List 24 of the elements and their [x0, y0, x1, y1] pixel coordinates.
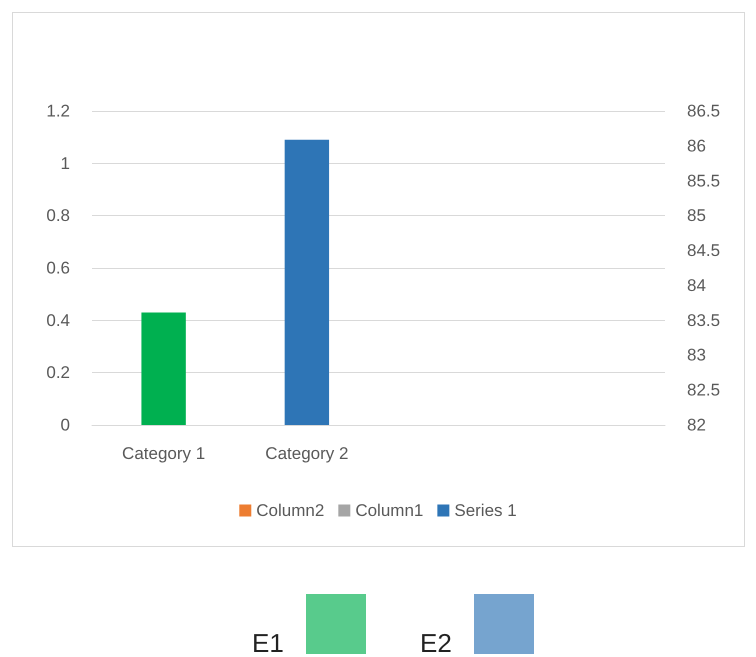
- y-tick-label: 0.4: [46, 310, 70, 330]
- text: E1: [252, 628, 284, 657]
- y2-tick-label: 86.5: [687, 102, 720, 120]
- y2-tick-label: 83.5: [687, 310, 720, 330]
- y2-tick-label: 86: [687, 136, 706, 156]
- y2-tick-label: 85.5: [687, 171, 720, 190]
- legend-label: Series 1: [454, 501, 517, 520]
- y-tick-label: 0.6: [46, 258, 70, 278]
- y-tick-label: 0.8: [46, 206, 70, 226]
- y-tick-label: 1: [60, 154, 70, 173]
- y-tick-label: 0: [60, 416, 70, 434]
- x-tick-label: Category 1: [122, 444, 206, 463]
- y2-tick-label: 82: [687, 416, 706, 434]
- y2-tick-label: 82.5: [687, 380, 720, 400]
- y2-tick-label: 84.5: [687, 241, 720, 260]
- text: E2: [420, 628, 452, 657]
- legend-label: Column2: [256, 501, 324, 520]
- y-tick-label: 0.2: [46, 363, 70, 382]
- y2-tick-label: 84: [687, 276, 706, 295]
- y2-tick-label: 85: [687, 206, 706, 226]
- legend-label: Column1: [355, 501, 424, 520]
- x-tick-label: Category 2: [265, 444, 348, 463]
- y2-tick-label: 83: [687, 346, 706, 365]
- y-tick-label: 1.2: [46, 102, 70, 120]
